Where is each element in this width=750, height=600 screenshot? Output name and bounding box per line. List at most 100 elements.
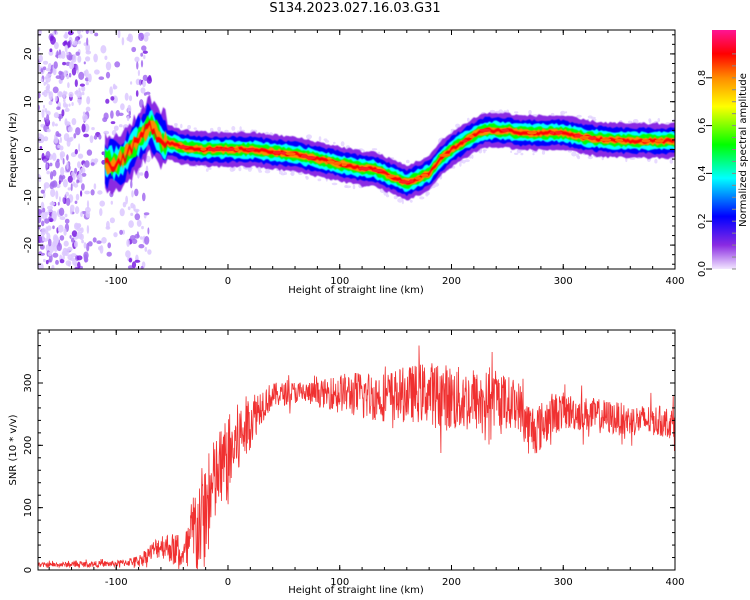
noise-point [648, 119, 652, 124]
noise-point [317, 178, 322, 182]
noise-point [67, 40, 71, 48]
noise-point [112, 83, 116, 90]
noise-point [66, 139, 71, 147]
noise-point [78, 71, 85, 80]
ridge-peak [305, 156, 316, 160]
ridge-peak [549, 131, 555, 135]
noise-point [128, 111, 131, 116]
noise-point [46, 114, 50, 123]
noise-point [71, 59, 74, 67]
noise-point [73, 133, 77, 139]
noise-point [461, 160, 466, 164]
noise-point [57, 201, 60, 206]
noise-point [110, 96, 115, 101]
noise-point [53, 136, 59, 144]
noise-point [49, 218, 54, 223]
noise-point [140, 265, 144, 269]
noise-point [87, 73, 92, 83]
ridge-peak [234, 147, 240, 152]
noise-point [72, 40, 78, 46]
ridge-peak [421, 173, 429, 177]
ridge-peak [409, 179, 414, 183]
noise-point [63, 72, 67, 77]
noise-point [139, 236, 143, 240]
noise-point [85, 81, 89, 86]
noise-point [520, 152, 524, 156]
noise-point [43, 258, 46, 263]
noise-point [53, 112, 60, 119]
noise-point [110, 200, 114, 205]
y-tick-label: 100 [23, 498, 34, 517]
noise-point [63, 133, 70, 142]
ridge-peak [208, 147, 213, 152]
noise-point [180, 123, 183, 129]
noise-point [121, 37, 125, 46]
noise-point [58, 180, 61, 185]
noise-point [98, 134, 102, 140]
spectrogram-heatmap [38, 30, 675, 269]
noise-point [45, 73, 52, 77]
noise-point [76, 227, 82, 232]
noise-point [47, 205, 53, 210]
noise-point [119, 229, 123, 235]
noise-point [99, 208, 103, 217]
noise-point [69, 235, 72, 239]
noise-point [67, 187, 72, 191]
noise-point [138, 244, 145, 249]
noise-point [111, 130, 117, 136]
noise-point [38, 47, 41, 52]
colorbar-tick-label: 0.2 [697, 213, 708, 229]
ridge-peak [280, 151, 288, 155]
noise-point [592, 118, 597, 121]
noise-point [61, 109, 65, 117]
noise-point [54, 30, 57, 35]
noise-point [59, 174, 66, 180]
noise-point [464, 159, 470, 163]
noise-point [257, 167, 262, 172]
noise-point [77, 261, 81, 269]
noise-point [264, 169, 271, 174]
noise-point [77, 153, 84, 159]
noise-point [77, 98, 82, 103]
noise-point [506, 109, 509, 114]
y-tick-label: 300 [23, 373, 34, 392]
noise-point [57, 54, 64, 59]
noise-point [231, 125, 236, 131]
noise-point [290, 172, 294, 176]
ridge-peak [273, 150, 282, 154]
noise-point [238, 167, 242, 172]
noise-point [107, 242, 111, 249]
noise-point [131, 46, 137, 53]
noise-point [71, 118, 77, 126]
noise-point [65, 197, 71, 206]
noise-point [59, 216, 66, 221]
noise-point [142, 74, 148, 82]
x-tick-label: -100 [105, 577, 128, 588]
noise-point [514, 111, 519, 114]
noise-point [59, 79, 62, 84]
noise-point [64, 31, 68, 39]
noise-point [63, 98, 66, 103]
noise-point [134, 259, 141, 263]
noise-point [426, 191, 430, 196]
noise-point [106, 251, 112, 257]
noise-point [60, 166, 65, 176]
noise-point [224, 129, 229, 133]
ridge-peak [177, 145, 189, 149]
noise-point [109, 217, 115, 224]
noise-point [146, 76, 152, 84]
noise-point [66, 154, 69, 161]
noise-point [323, 138, 328, 141]
noise-point [43, 89, 48, 98]
noise-point [451, 165, 456, 169]
colorbar-tick-label: 0.8 [697, 70, 708, 86]
noise-point [130, 202, 135, 209]
noise-point [144, 236, 150, 245]
noise-point [109, 86, 113, 96]
noise-point [101, 237, 107, 244]
x-tick-label: 400 [665, 577, 684, 588]
noise-point [75, 64, 78, 71]
spectrogram-xlabel: Height of straight line (km) [288, 285, 424, 296]
noise-point [67, 175, 73, 183]
